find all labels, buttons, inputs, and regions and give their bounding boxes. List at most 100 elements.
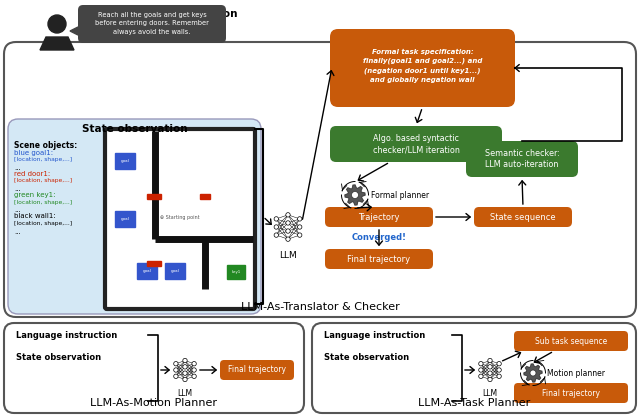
- FancyBboxPatch shape: [4, 323, 304, 413]
- Text: Motion planner: Motion planner: [547, 369, 605, 377]
- Text: Reach all the goals and get keys
before entering doors. Remember
always avoid th: Reach all the goals and get keys before …: [95, 12, 209, 35]
- Text: ...: ...: [14, 207, 20, 214]
- Circle shape: [488, 377, 492, 382]
- Text: LLM-As-Task Planner: LLM-As-Task Planner: [418, 398, 530, 408]
- Circle shape: [183, 371, 188, 375]
- Circle shape: [479, 368, 483, 372]
- Text: Trajectory: Trajectory: [358, 213, 400, 221]
- Circle shape: [286, 221, 290, 225]
- Bar: [147, 261, 161, 266]
- Bar: [115, 153, 135, 169]
- Polygon shape: [70, 27, 78, 35]
- Text: goal: goal: [120, 217, 129, 221]
- Circle shape: [298, 225, 302, 229]
- Circle shape: [173, 368, 178, 372]
- Text: Final trajectory: Final trajectory: [542, 389, 600, 397]
- FancyBboxPatch shape: [466, 141, 578, 177]
- Text: [location, shape,...]: [location, shape,...]: [14, 200, 72, 205]
- FancyBboxPatch shape: [325, 249, 433, 269]
- Circle shape: [298, 217, 302, 221]
- Bar: [147, 194, 161, 199]
- Text: Final trajectory: Final trajectory: [228, 365, 286, 374]
- Circle shape: [488, 371, 492, 375]
- Text: goal: goal: [171, 269, 179, 273]
- Text: Formal task specification:
finally(goal1 and goal2...) and
(negation door1 until: Formal task specification: finally(goal1…: [363, 49, 482, 83]
- Circle shape: [286, 213, 290, 217]
- Text: [location, shape,...]: [location, shape,...]: [14, 178, 72, 183]
- FancyBboxPatch shape: [4, 42, 636, 317]
- Circle shape: [274, 225, 278, 229]
- Circle shape: [286, 229, 290, 233]
- Circle shape: [286, 237, 290, 241]
- FancyBboxPatch shape: [325, 207, 433, 227]
- Circle shape: [351, 191, 358, 198]
- Text: Semantic checker:
LLM auto-iteration: Semantic checker: LLM auto-iteration: [484, 148, 559, 169]
- Circle shape: [497, 362, 501, 366]
- Polygon shape: [524, 364, 542, 382]
- Text: ⊕ Starting point: ⊕ Starting point: [160, 214, 200, 219]
- FancyBboxPatch shape: [514, 331, 628, 351]
- Text: red door1:: red door1:: [14, 171, 51, 177]
- Circle shape: [173, 374, 178, 379]
- Text: Final trajectory: Final trajectory: [348, 254, 411, 264]
- Text: ...: ...: [14, 186, 20, 192]
- Text: blue goal1:: blue goal1:: [14, 150, 53, 156]
- Text: Scene objects:: Scene objects:: [14, 141, 77, 150]
- FancyBboxPatch shape: [220, 360, 294, 380]
- Circle shape: [48, 15, 66, 33]
- Text: Converged!: Converged!: [351, 233, 406, 242]
- Bar: [115, 211, 135, 227]
- Circle shape: [497, 374, 501, 379]
- Text: goal: goal: [143, 269, 152, 273]
- FancyBboxPatch shape: [105, 129, 255, 309]
- FancyBboxPatch shape: [330, 126, 502, 162]
- Circle shape: [274, 217, 278, 221]
- Circle shape: [530, 370, 536, 376]
- Text: goal: goal: [120, 159, 129, 163]
- Circle shape: [298, 233, 302, 237]
- Text: green key1:: green key1:: [14, 192, 56, 198]
- Text: black wall1:: black wall1:: [14, 213, 56, 219]
- Bar: [227, 265, 245, 279]
- Text: Formal planner: Formal planner: [371, 191, 429, 199]
- Text: [location, shape,...]: [location, shape,...]: [14, 157, 72, 162]
- Text: Sub task sequence: Sub task sequence: [535, 337, 607, 346]
- Circle shape: [488, 358, 492, 363]
- Text: LLM-As-Motion Planner: LLM-As-Motion Planner: [90, 398, 218, 408]
- Text: Language instruction: Language instruction: [324, 331, 425, 340]
- Text: Language instruction: Language instruction: [112, 9, 237, 19]
- FancyBboxPatch shape: [474, 207, 572, 227]
- Bar: [137, 263, 157, 279]
- Polygon shape: [345, 185, 365, 205]
- Text: [location, shape,...]: [location, shape,...]: [14, 221, 72, 226]
- Circle shape: [479, 362, 483, 366]
- Circle shape: [488, 364, 492, 369]
- Text: key1: key1: [232, 270, 241, 274]
- FancyBboxPatch shape: [330, 29, 515, 107]
- Circle shape: [183, 364, 188, 369]
- Text: Algo. based syntactic
checker/LLM iteration: Algo. based syntactic checker/LLM iterat…: [372, 133, 460, 154]
- FancyBboxPatch shape: [8, 119, 261, 314]
- Text: ...: ...: [14, 165, 20, 171]
- Circle shape: [497, 368, 501, 372]
- FancyBboxPatch shape: [514, 383, 628, 403]
- Circle shape: [192, 362, 196, 366]
- Text: LLM: LLM: [483, 389, 497, 398]
- Text: State observation: State observation: [324, 353, 409, 362]
- Text: State observation: State observation: [16, 353, 101, 362]
- FancyBboxPatch shape: [78, 5, 226, 43]
- Circle shape: [274, 233, 278, 237]
- Bar: [165, 263, 185, 279]
- Circle shape: [192, 368, 196, 372]
- Circle shape: [479, 374, 483, 379]
- Circle shape: [192, 374, 196, 379]
- Circle shape: [183, 358, 188, 363]
- Bar: [200, 194, 210, 199]
- Text: State sequence: State sequence: [490, 213, 556, 221]
- Text: LLM-As-Translator & Checker: LLM-As-Translator & Checker: [241, 302, 399, 312]
- Circle shape: [183, 377, 188, 382]
- Text: LLM: LLM: [279, 251, 297, 260]
- Text: Language instruction: Language instruction: [16, 331, 117, 340]
- FancyBboxPatch shape: [312, 323, 636, 413]
- Circle shape: [173, 362, 178, 366]
